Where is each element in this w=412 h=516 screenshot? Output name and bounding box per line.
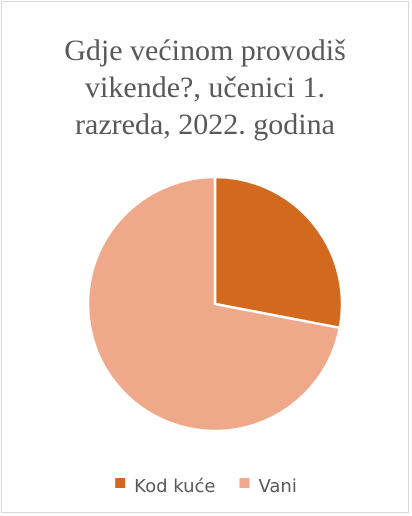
chart-title-line-2: vikende?, učenici 1. bbox=[85, 71, 325, 104]
pie-slice-2 bbox=[86, 175, 341, 433]
chart-title-line-3: razreda, 2022. godina bbox=[75, 108, 335, 141]
chart-title-line-1: Gdje većinom provodiš bbox=[64, 34, 346, 67]
pie-slices bbox=[86, 175, 344, 433]
legend-label-2: Vani bbox=[258, 476, 296, 497]
pie-slice-1 bbox=[213, 175, 344, 330]
legend-swatch-2 bbox=[239, 478, 250, 488]
legend: Kod kuće Vani bbox=[115, 476, 297, 497]
chart-title: Gdje većinom provodiš vikende?, učenici … bbox=[2, 32, 408, 143]
legend-label-1: Kod kuće bbox=[134, 476, 215, 497]
legend-item-1: Kod kuće bbox=[115, 476, 215, 497]
legend-swatch-1 bbox=[115, 478, 126, 488]
legend-item-2: Vani bbox=[239, 476, 297, 497]
